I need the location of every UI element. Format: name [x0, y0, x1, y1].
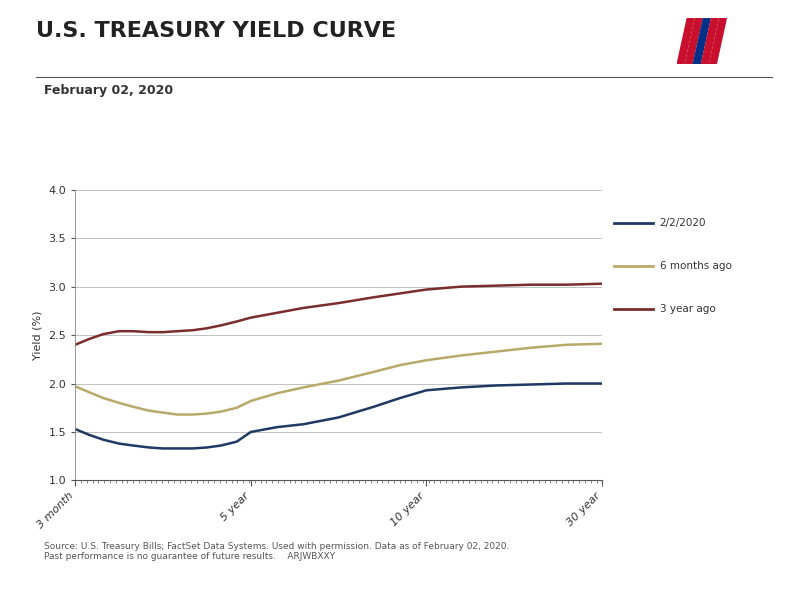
Text: Source: U.S. Treasury Bills; FactSet Data Systems. Used with permission. Data as: Source: U.S. Treasury Bills; FactSet Dat… — [44, 542, 509, 551]
Polygon shape — [710, 18, 726, 64]
Text: 2/2/2020: 2/2/2020 — [660, 218, 706, 228]
Text: U.S. TREASURY YIELD CURVE: U.S. TREASURY YIELD CURVE — [36, 21, 396, 42]
Polygon shape — [685, 18, 702, 64]
Polygon shape — [677, 18, 694, 64]
Text: Past performance is no guarantee of future results.    ARJWBXXY: Past performance is no guarantee of futu… — [44, 552, 334, 561]
Text: 3 year ago: 3 year ago — [660, 304, 715, 314]
Y-axis label: Yield (%): Yield (%) — [33, 310, 43, 360]
Polygon shape — [693, 18, 710, 64]
Text: 6 months ago: 6 months ago — [660, 261, 732, 271]
Polygon shape — [702, 18, 718, 64]
Text: February 02, 2020: February 02, 2020 — [44, 84, 173, 97]
